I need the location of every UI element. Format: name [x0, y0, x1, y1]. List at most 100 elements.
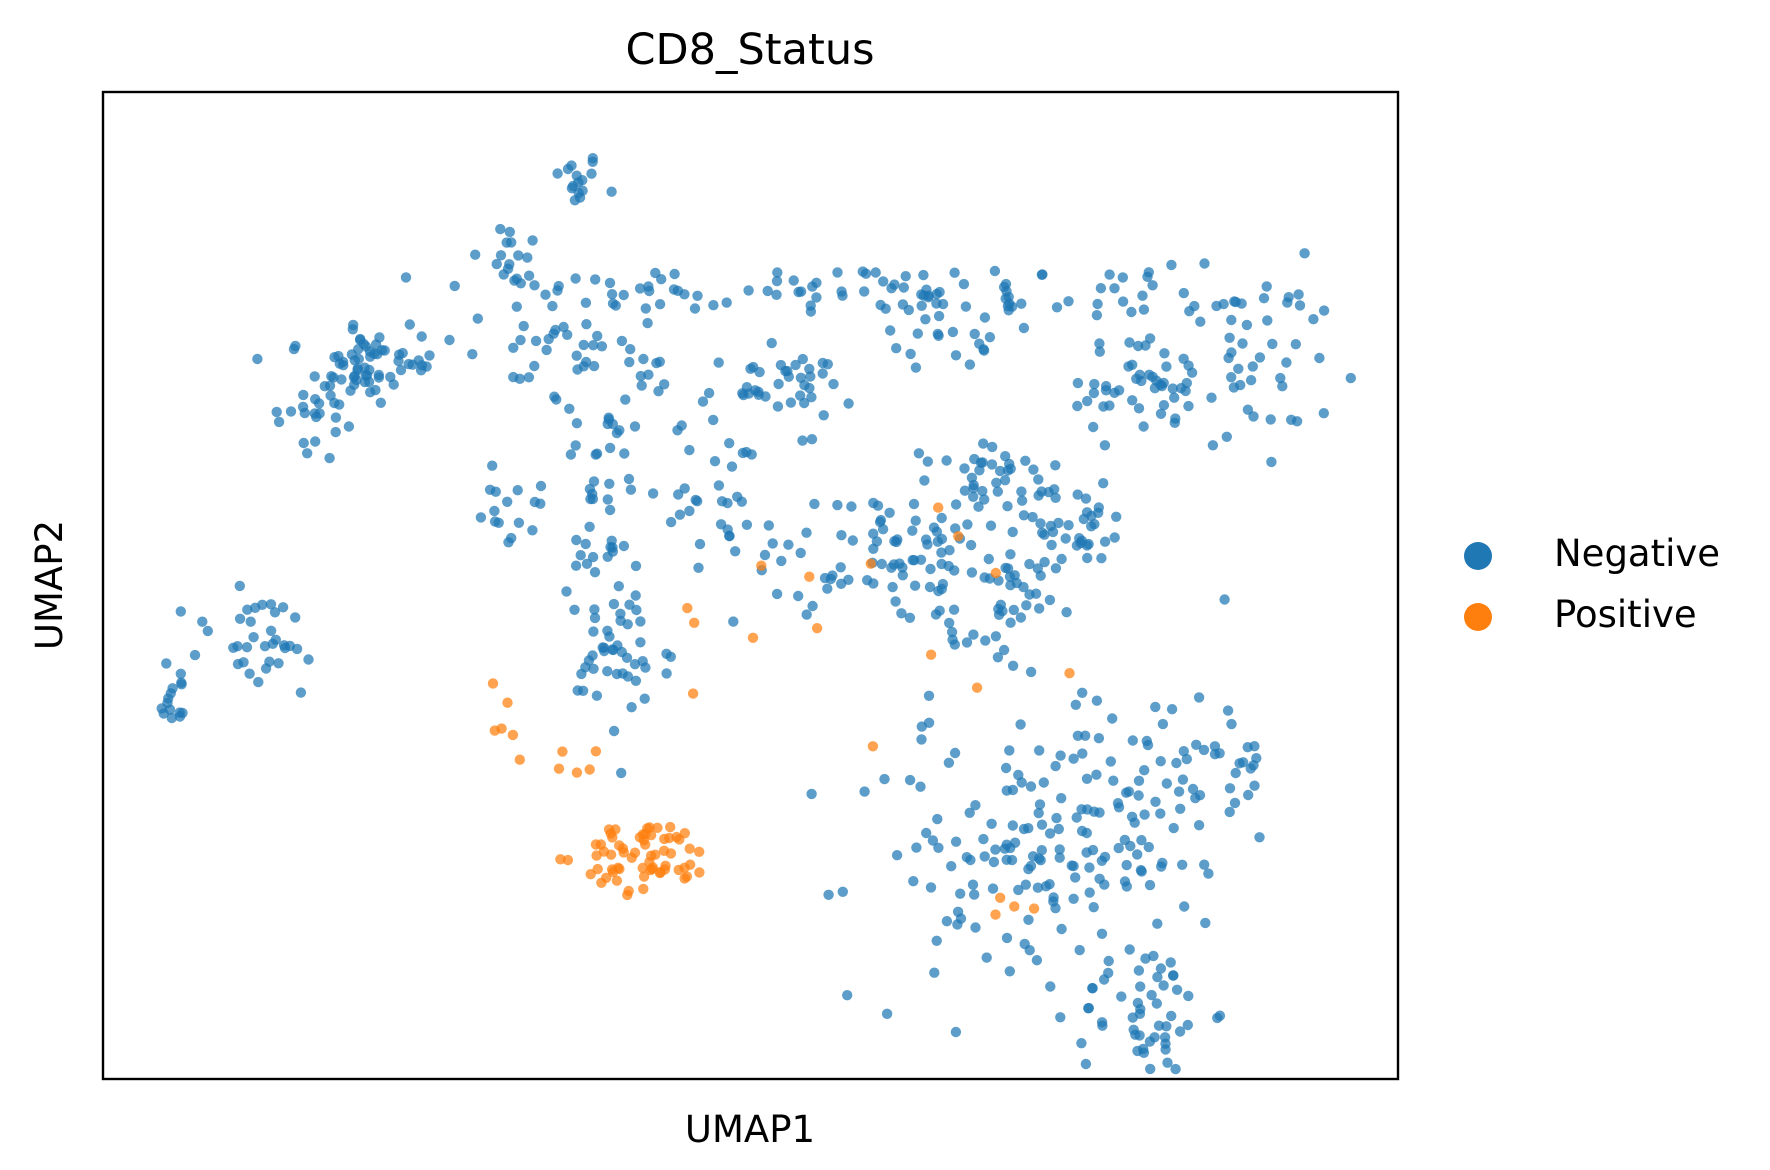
data-point-negative: [1314, 352, 1325, 364]
data-point-negative: [835, 562, 846, 573]
data-point-negative: [1000, 293, 1011, 304]
data-point-negative: [197, 616, 208, 627]
data-point-negative: [625, 344, 636, 355]
data-point-negative: [1230, 767, 1241, 779]
data-point-positive: [606, 864, 618, 875]
data-point-negative: [1203, 868, 1214, 879]
data-point-positive: [514, 754, 525, 765]
x-axis-label: UMAP1: [685, 1108, 815, 1151]
data-point-negative: [1134, 1008, 1146, 1019]
data-point-negative: [894, 558, 905, 569]
data-point-negative: [514, 373, 525, 384]
data-point-negative: [1206, 392, 1217, 403]
data-point-negative: [659, 379, 670, 390]
data-point-negative: [359, 362, 370, 373]
data-point-negative: [530, 335, 542, 347]
data-point-negative: [995, 599, 1006, 610]
data-point-negative: [285, 406, 297, 417]
data-point-negative: [947, 634, 958, 645]
data-point-negative: [968, 483, 979, 494]
data-point-negative: [1182, 1019, 1194, 1031]
data-point-negative: [1094, 338, 1105, 349]
data-point-negative: [1070, 872, 1081, 883]
data-point-negative: [1051, 302, 1063, 313]
data-point-negative: [1047, 526, 1059, 538]
data-point-negative: [248, 632, 259, 643]
data-point-positive: [638, 883, 649, 895]
data-point-negative: [987, 441, 998, 453]
data-point-negative: [1027, 851, 1039, 862]
data-point-negative: [1161, 778, 1173, 789]
data-point-negative: [930, 609, 942, 620]
data-point-negative: [1214, 1010, 1226, 1021]
data-point-negative: [618, 540, 630, 552]
data-point-negative: [571, 350, 582, 361]
data-point-negative: [298, 389, 309, 401]
data-point-negative: [1133, 775, 1145, 786]
data-point-negative: [449, 280, 460, 292]
data-point-negative: [1223, 352, 1234, 364]
data-point-negative: [610, 300, 621, 311]
data-point-negative: [776, 555, 787, 567]
data-point-negative: [923, 717, 935, 728]
data-point-negative: [529, 496, 540, 508]
data-point-negative: [616, 767, 627, 779]
data-point-negative: [472, 313, 483, 324]
data-point-negative: [907, 554, 918, 566]
data-point-negative: [959, 463, 970, 474]
data-point-negative: [1245, 763, 1256, 774]
data-point-negative: [885, 325, 896, 336]
data-point-negative: [562, 329, 573, 340]
data-point-negative: [1016, 298, 1027, 309]
data-point-negative: [847, 535, 858, 546]
data-point-negative: [915, 554, 927, 565]
data-point-negative: [607, 418, 618, 430]
data-point-negative: [1006, 854, 1018, 866]
data-point-negative: [1000, 562, 1011, 574]
data-point-negative: [295, 687, 307, 698]
data-point-negative: [916, 734, 927, 745]
data-point-negative: [1046, 539, 1057, 551]
data-point-negative: [565, 449, 577, 460]
data-point-negative: [889, 279, 900, 290]
data-point-negative: [269, 607, 281, 618]
data-point-negative: [515, 334, 526, 346]
data-point-negative: [1155, 756, 1166, 767]
data-point-negative: [1245, 375, 1257, 386]
data-point-negative: [889, 536, 900, 547]
data-point-negative: [1152, 918, 1163, 929]
data-point-negative: [859, 786, 870, 797]
data-point-positive: [640, 839, 651, 850]
data-point-negative: [1061, 607, 1072, 618]
data-point-negative: [587, 153, 598, 164]
data-point-negative: [575, 550, 586, 561]
data-point-negative: [547, 300, 558, 312]
data-point-negative: [709, 456, 721, 467]
data-point-negative: [1077, 748, 1088, 759]
data-point-negative: [1155, 963, 1167, 974]
data-point-negative: [979, 494, 990, 505]
data-point-negative: [743, 285, 754, 296]
data-point-negative: [1318, 305, 1330, 316]
legend-label-positive: Positive: [1554, 593, 1697, 636]
data-point-negative: [310, 436, 321, 447]
data-point-negative: [580, 297, 592, 308]
data-point-negative: [1222, 705, 1234, 716]
data-point-negative: [309, 371, 320, 382]
data-point-negative: [273, 658, 284, 669]
data-point-negative: [1166, 259, 1177, 271]
data-point-negative: [948, 604, 960, 615]
data-point-negative: [1025, 781, 1037, 792]
data-point-negative: [490, 486, 501, 497]
data-point-positive: [684, 843, 695, 854]
data-point-negative: [968, 491, 979, 502]
data-point-negative: [846, 501, 857, 512]
data-point-negative: [1031, 955, 1043, 966]
data-point-negative: [1007, 784, 1019, 796]
data-point-negative: [636, 380, 647, 391]
data-point-negative: [602, 551, 613, 562]
data-point-negative: [1171, 984, 1183, 995]
data-point-negative: [374, 332, 385, 343]
data-point-negative: [955, 888, 966, 899]
data-point-negative: [933, 842, 944, 853]
